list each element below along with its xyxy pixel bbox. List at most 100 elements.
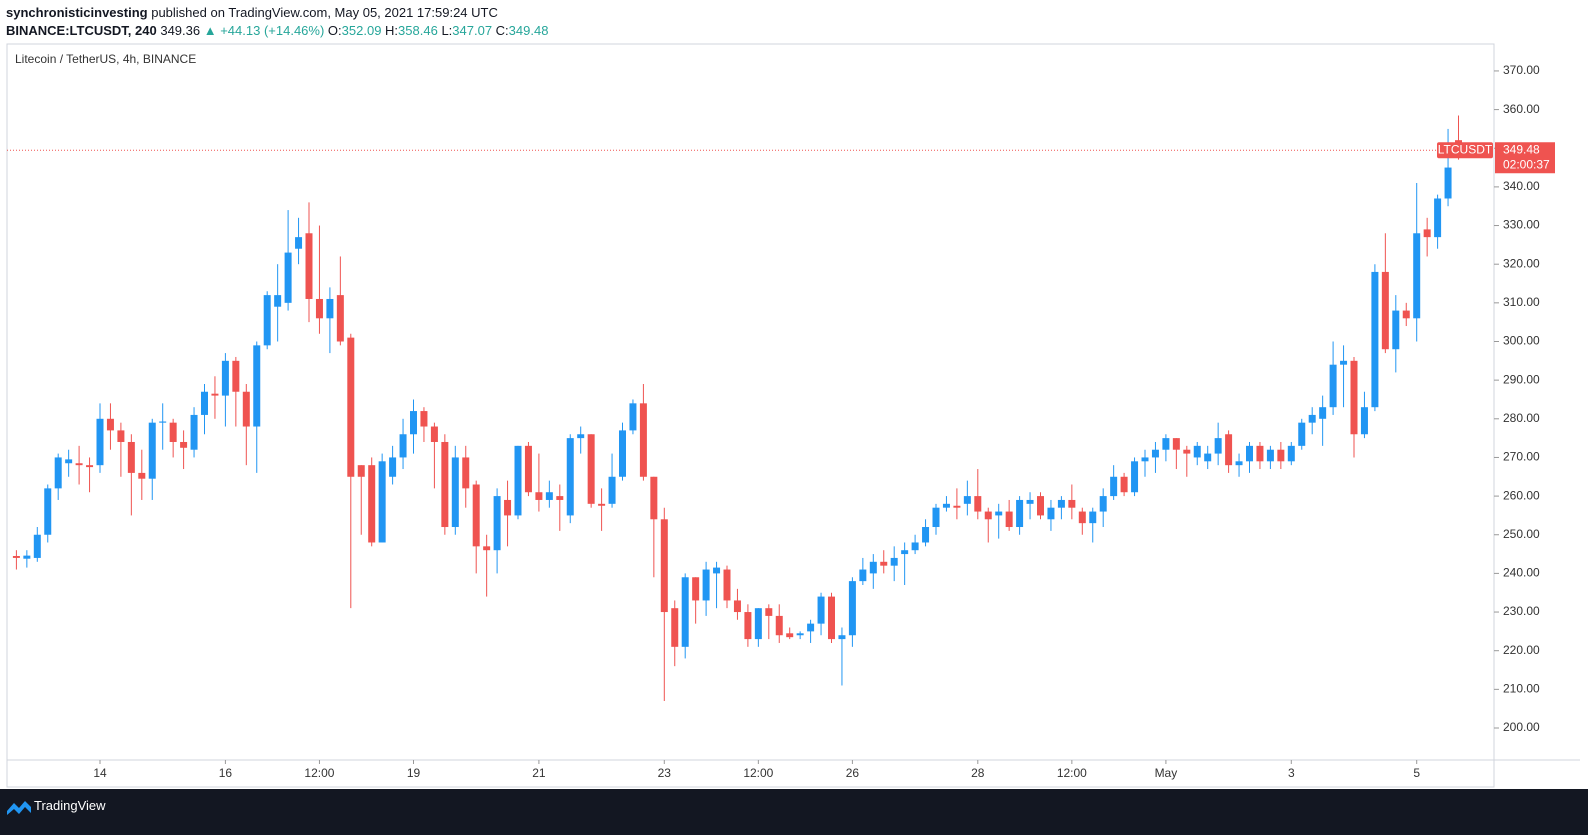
candle-body — [932, 507, 940, 528]
y-tick-label: 220.00 — [1503, 643, 1540, 657]
y-tick-label: 260.00 — [1503, 488, 1540, 502]
candle-body — [493, 496, 501, 551]
candle-body — [880, 561, 888, 566]
y-tick-label: 250.00 — [1503, 527, 1540, 541]
quote-line: BINANCE:LTCUSDT, 240 349.36 ▲ +44.13 (+1… — [6, 22, 548, 40]
x-tick-label: 3 — [1288, 766, 1295, 780]
candle-body — [1402, 310, 1410, 319]
candle-body — [148, 422, 156, 479]
candle-body — [1131, 461, 1139, 493]
candle-body — [650, 476, 658, 520]
candle-body — [44, 488, 52, 535]
candle-body — [295, 237, 303, 249]
candle-body — [138, 472, 146, 479]
candle-body — [1172, 438, 1180, 450]
candle-body — [347, 337, 355, 477]
candle-body — [692, 577, 700, 601]
candle-body — [54, 457, 62, 489]
candle-body — [1423, 229, 1431, 238]
candle-body — [587, 434, 595, 504]
candle-body — [1151, 449, 1159, 458]
candle-body — [169, 422, 177, 442]
candle-body — [911, 542, 919, 551]
y-tick-label: 270.00 — [1503, 450, 1540, 464]
candle-body — [378, 461, 386, 543]
frame — [6, 43, 1495, 788]
countdown: 02:00:37 — [1503, 157, 1550, 171]
open: 352.09 — [341, 23, 382, 38]
price-tag-label: 349.48 — [1503, 142, 1540, 156]
candle-body — [368, 465, 376, 543]
x-tick-label: 12:00 — [304, 766, 334, 780]
candle-body — [1047, 507, 1055, 520]
candle-body — [472, 484, 480, 547]
candle-body — [410, 411, 417, 435]
candle-body — [1099, 496, 1107, 512]
candle-body — [96, 418, 104, 466]
l-label: L: — [441, 23, 453, 38]
candle-body — [1204, 453, 1212, 462]
candle-body — [713, 567, 721, 574]
candle-body — [619, 430, 626, 477]
low: 347.07 — [452, 23, 493, 38]
candle-body — [65, 459, 73, 464]
candle-body — [242, 391, 250, 427]
x-tick-label: 16 — [219, 766, 233, 780]
price-tag — [1495, 142, 1555, 174]
y-tick-label: 370.00 — [1503, 63, 1540, 77]
candle-body — [1360, 407, 1368, 435]
candle-body — [451, 457, 459, 528]
x-tick-label: 28 — [971, 766, 985, 780]
candle-body — [1340, 360, 1348, 365]
candle-body — [1277, 449, 1285, 462]
symbol-tag-label: LTCUSDT — [1438, 142, 1493, 156]
candle-body — [75, 463, 83, 466]
candle-body — [817, 596, 825, 624]
candle-body — [723, 569, 731, 601]
candle-body — [221, 360, 229, 396]
candle-body — [274, 295, 282, 307]
candle-body — [1037, 496, 1044, 516]
high: 358.46 — [398, 23, 438, 38]
x-tick-label: 19 — [407, 766, 421, 780]
candle-body — [848, 581, 856, 636]
candle-body — [305, 233, 313, 299]
candle-body — [1413, 233, 1421, 319]
candle-body — [598, 503, 606, 506]
y-tick-label: 210.00 — [1503, 682, 1540, 696]
candle-body — [671, 608, 679, 647]
chart: Litecoin / TetherUS, 4h, BINANCE 200.00 2… — [6, 43, 1580, 788]
candle-body — [399, 434, 407, 458]
h-label: H: — [385, 23, 399, 38]
candle-body — [974, 496, 982, 512]
candle-body — [828, 596, 835, 640]
y-tick-label: 320.00 — [1503, 256, 1540, 270]
c-label: C: — [495, 23, 509, 38]
candle-body — [1392, 310, 1400, 350]
candle-body — [1444, 167, 1452, 199]
candle-body — [180, 441, 188, 448]
candle-body — [1162, 438, 1170, 450]
price: 349.36 — [160, 23, 201, 38]
candle-body — [253, 345, 261, 427]
candle-body — [420, 411, 428, 427]
candle-body — [284, 252, 292, 303]
y-tick-label: 290.00 — [1503, 372, 1540, 386]
candle-body — [201, 391, 208, 415]
x-tick-label: 23 — [658, 766, 672, 780]
candle-body — [1434, 198, 1442, 238]
candle-body — [23, 555, 31, 559]
candle-body — [1235, 461, 1243, 466]
y-tick-label: 310.00 — [1503, 295, 1540, 309]
candle-body — [117, 430, 125, 442]
candle-body — [232, 360, 240, 392]
candle-body — [1141, 457, 1149, 462]
candle-body — [1183, 449, 1191, 454]
candle-body — [441, 441, 449, 528]
candle-body — [545, 492, 553, 500]
candle-body — [765, 608, 773, 616]
candle-body — [1016, 499, 1024, 528]
candle-body — [1057, 499, 1065, 508]
publish-line: synchronisticinvesting published on Trad… — [6, 4, 548, 22]
